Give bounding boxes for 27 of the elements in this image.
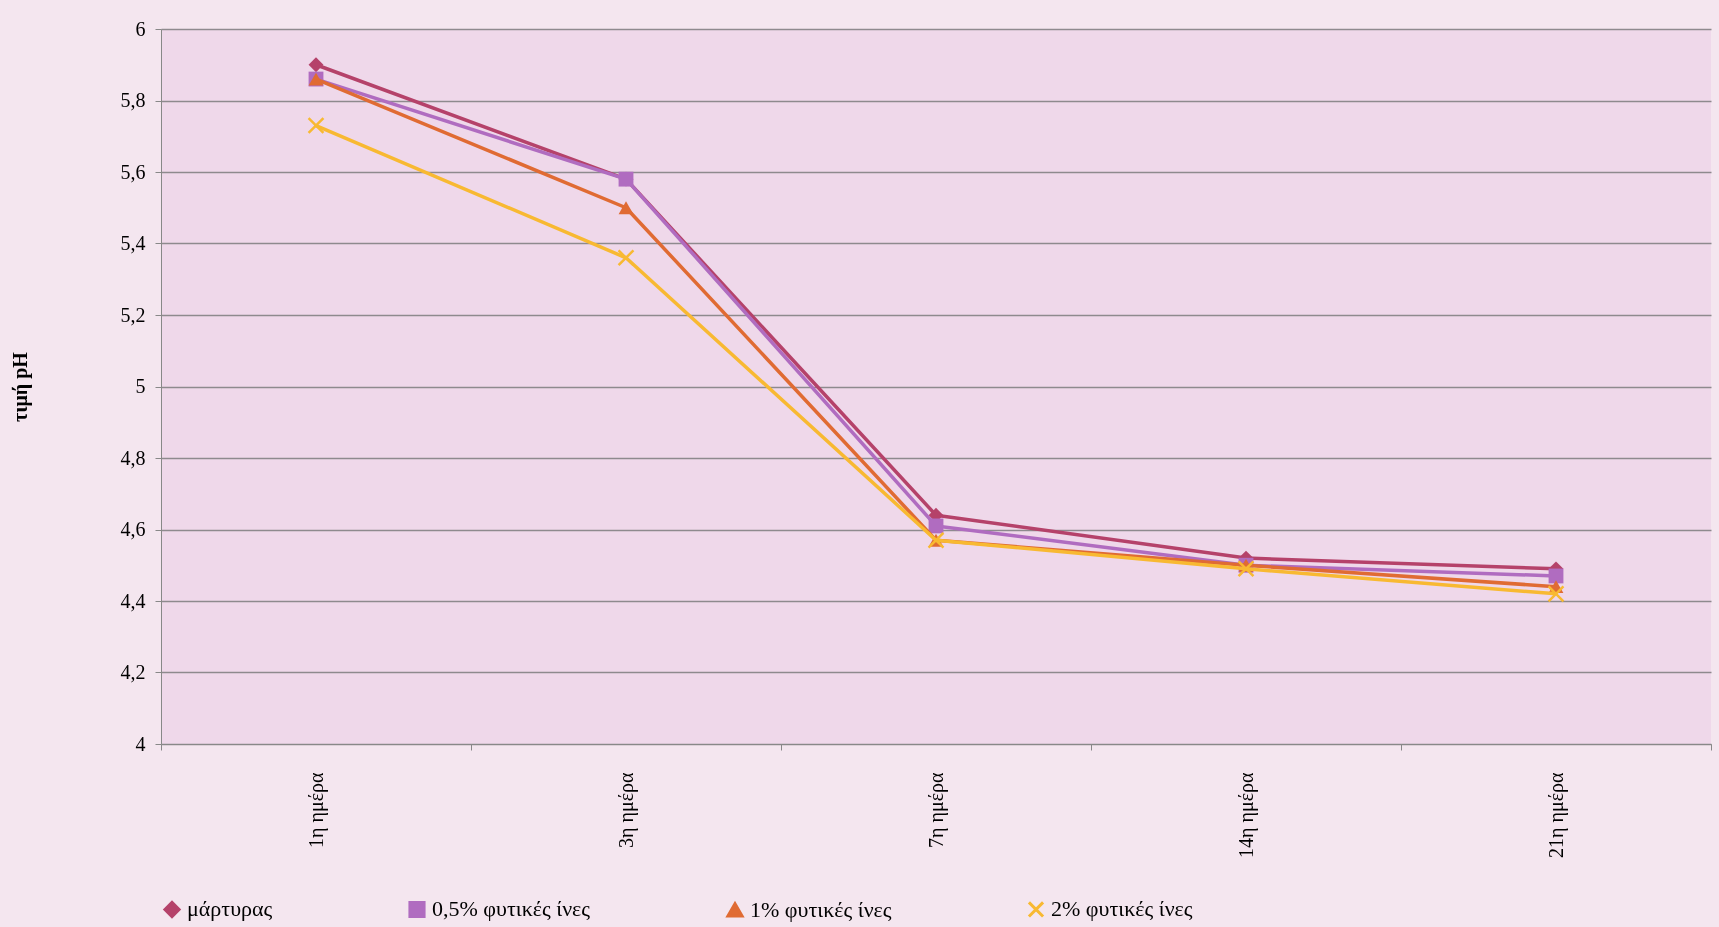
- point: [1547, 585, 1565, 603]
- x-tick-label: 3η ημέρα: [614, 771, 638, 848]
- legend-label: μάρτυρας: [187, 896, 273, 922]
- x-tick-label: 21η ημέρα: [1544, 771, 1568, 858]
- point: [617, 249, 635, 267]
- legend-label: 0,5% φυτικές ίνες: [432, 896, 591, 922]
- point: [307, 116, 325, 135]
- y-tick-label: 4,2: [120, 661, 146, 683]
- y-axis-title: τιμή pH: [8, 351, 32, 422]
- y-tick-label: 5,6: [120, 160, 146, 183]
- y-tick-label: 4,8: [120, 446, 146, 469]
- point: [618, 201, 634, 215]
- x-tick-label: 7η ημέρα: [924, 771, 948, 848]
- y-tick-label: 5: [135, 375, 146, 397]
- y-tick-label: 4,4: [120, 589, 146, 612]
- legend-label: 2% φυτικές ίνες: [1051, 896, 1193, 922]
- y-tick-label: 4,6: [120, 518, 146, 540]
- point: [1237, 560, 1255, 578]
- y-tick-label: 6: [135, 17, 146, 40]
- legend-label: 1% φυτικές ίνες: [750, 896, 892, 922]
- point: [308, 57, 324, 73]
- y-tick-label: 5,4: [120, 232, 146, 254]
- y-tick-label: 5,8: [120, 89, 146, 111]
- y-tick-label: 4: [135, 732, 146, 755]
- x-tick-label: 14η ημέρα: [1234, 771, 1258, 858]
- x-tick-label: 1η ημέρα: [304, 771, 328, 848]
- y-tick-label: 5,2: [120, 303, 146, 326]
